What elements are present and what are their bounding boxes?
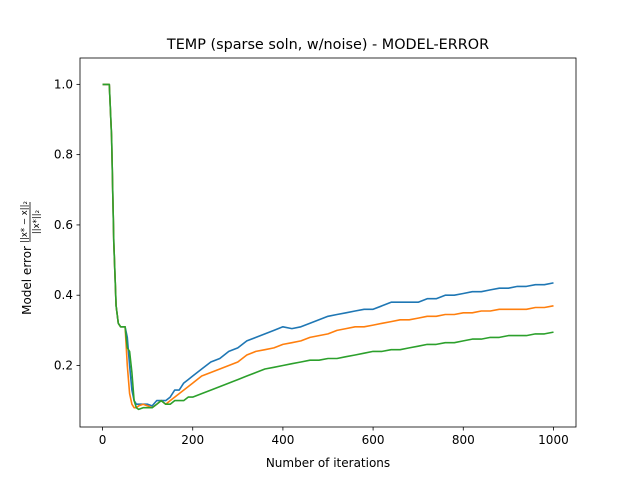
x-tick-label: 400: [271, 433, 294, 447]
x-tick-label: 1000: [538, 433, 569, 447]
y-tick-label: 0.2: [54, 359, 73, 373]
x-axis-ticks: 0 200 400 600 800 1000: [99, 427, 569, 447]
y-axis-label-numerator: ||x* − x||₂: [20, 201, 30, 243]
series-line-2: [102, 83, 554, 409]
series-line-1: [102, 83, 554, 407]
x-tick-label: 0: [99, 433, 107, 447]
y-axis-ticks: 0.2 0.4 0.6 0.8 1.0: [54, 77, 80, 373]
x-tick-label: 600: [362, 433, 385, 447]
y-axis-label-prefix: Model error: [20, 246, 34, 315]
y-tick-label: 1.0: [54, 77, 73, 91]
y-axis-label: Model error ||x* − x||₂ ||x*||₂: [20, 201, 42, 315]
y-axis-label-denominator: ||x*||₂: [32, 210, 42, 234]
series-layer: [102, 83, 554, 411]
x-tick-label: 200: [181, 433, 204, 447]
series-line-3: [102, 83, 554, 411]
chart-title: TEMP (sparse soln, w/noise) - MODEL-ERRO…: [166, 37, 489, 53]
y-tick-label: 0.4: [54, 288, 73, 302]
x-axis-label: Number of iterations: [266, 456, 390, 470]
plot-area-frame: [79, 57, 577, 428]
y-tick-label: 0.6: [54, 218, 73, 232]
x-tick-label: 800: [452, 433, 475, 447]
y-tick-label: 0.8: [54, 148, 73, 162]
